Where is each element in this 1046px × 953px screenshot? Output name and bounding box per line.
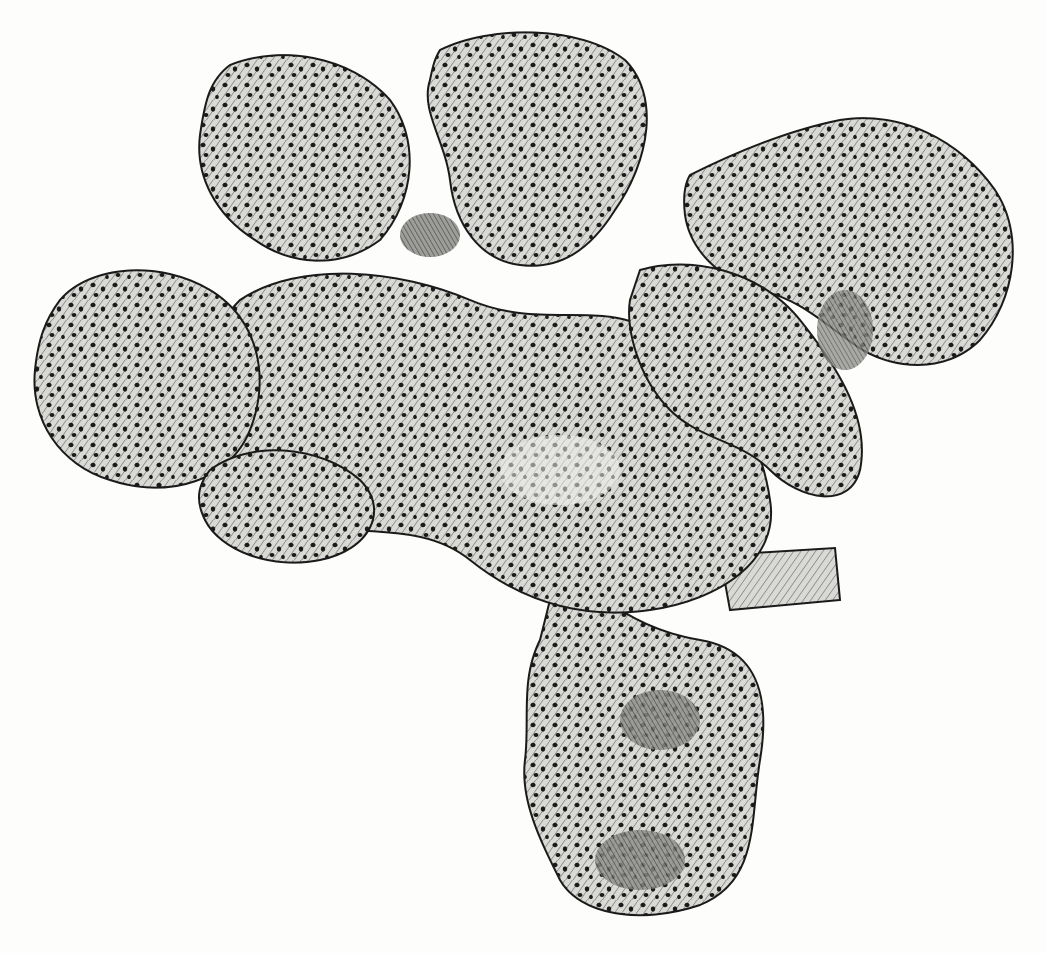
coral-top-left-branch: [198, 54, 411, 262]
coral-top-center-branch: [426, 31, 648, 267]
shadow-accent-stem: [620, 690, 700, 750]
coral-right-mid-lobe: [628, 263, 863, 498]
shadow-accent-center: [400, 213, 460, 257]
coral-lower-left-lobe: [198, 449, 376, 564]
coral-left-lobe: [33, 269, 261, 489]
shadow-accent-base: [595, 830, 685, 890]
shadow-accent-right: [817, 290, 873, 370]
highlight-center: [500, 435, 620, 505]
coral-right-branch: [683, 117, 1014, 366]
